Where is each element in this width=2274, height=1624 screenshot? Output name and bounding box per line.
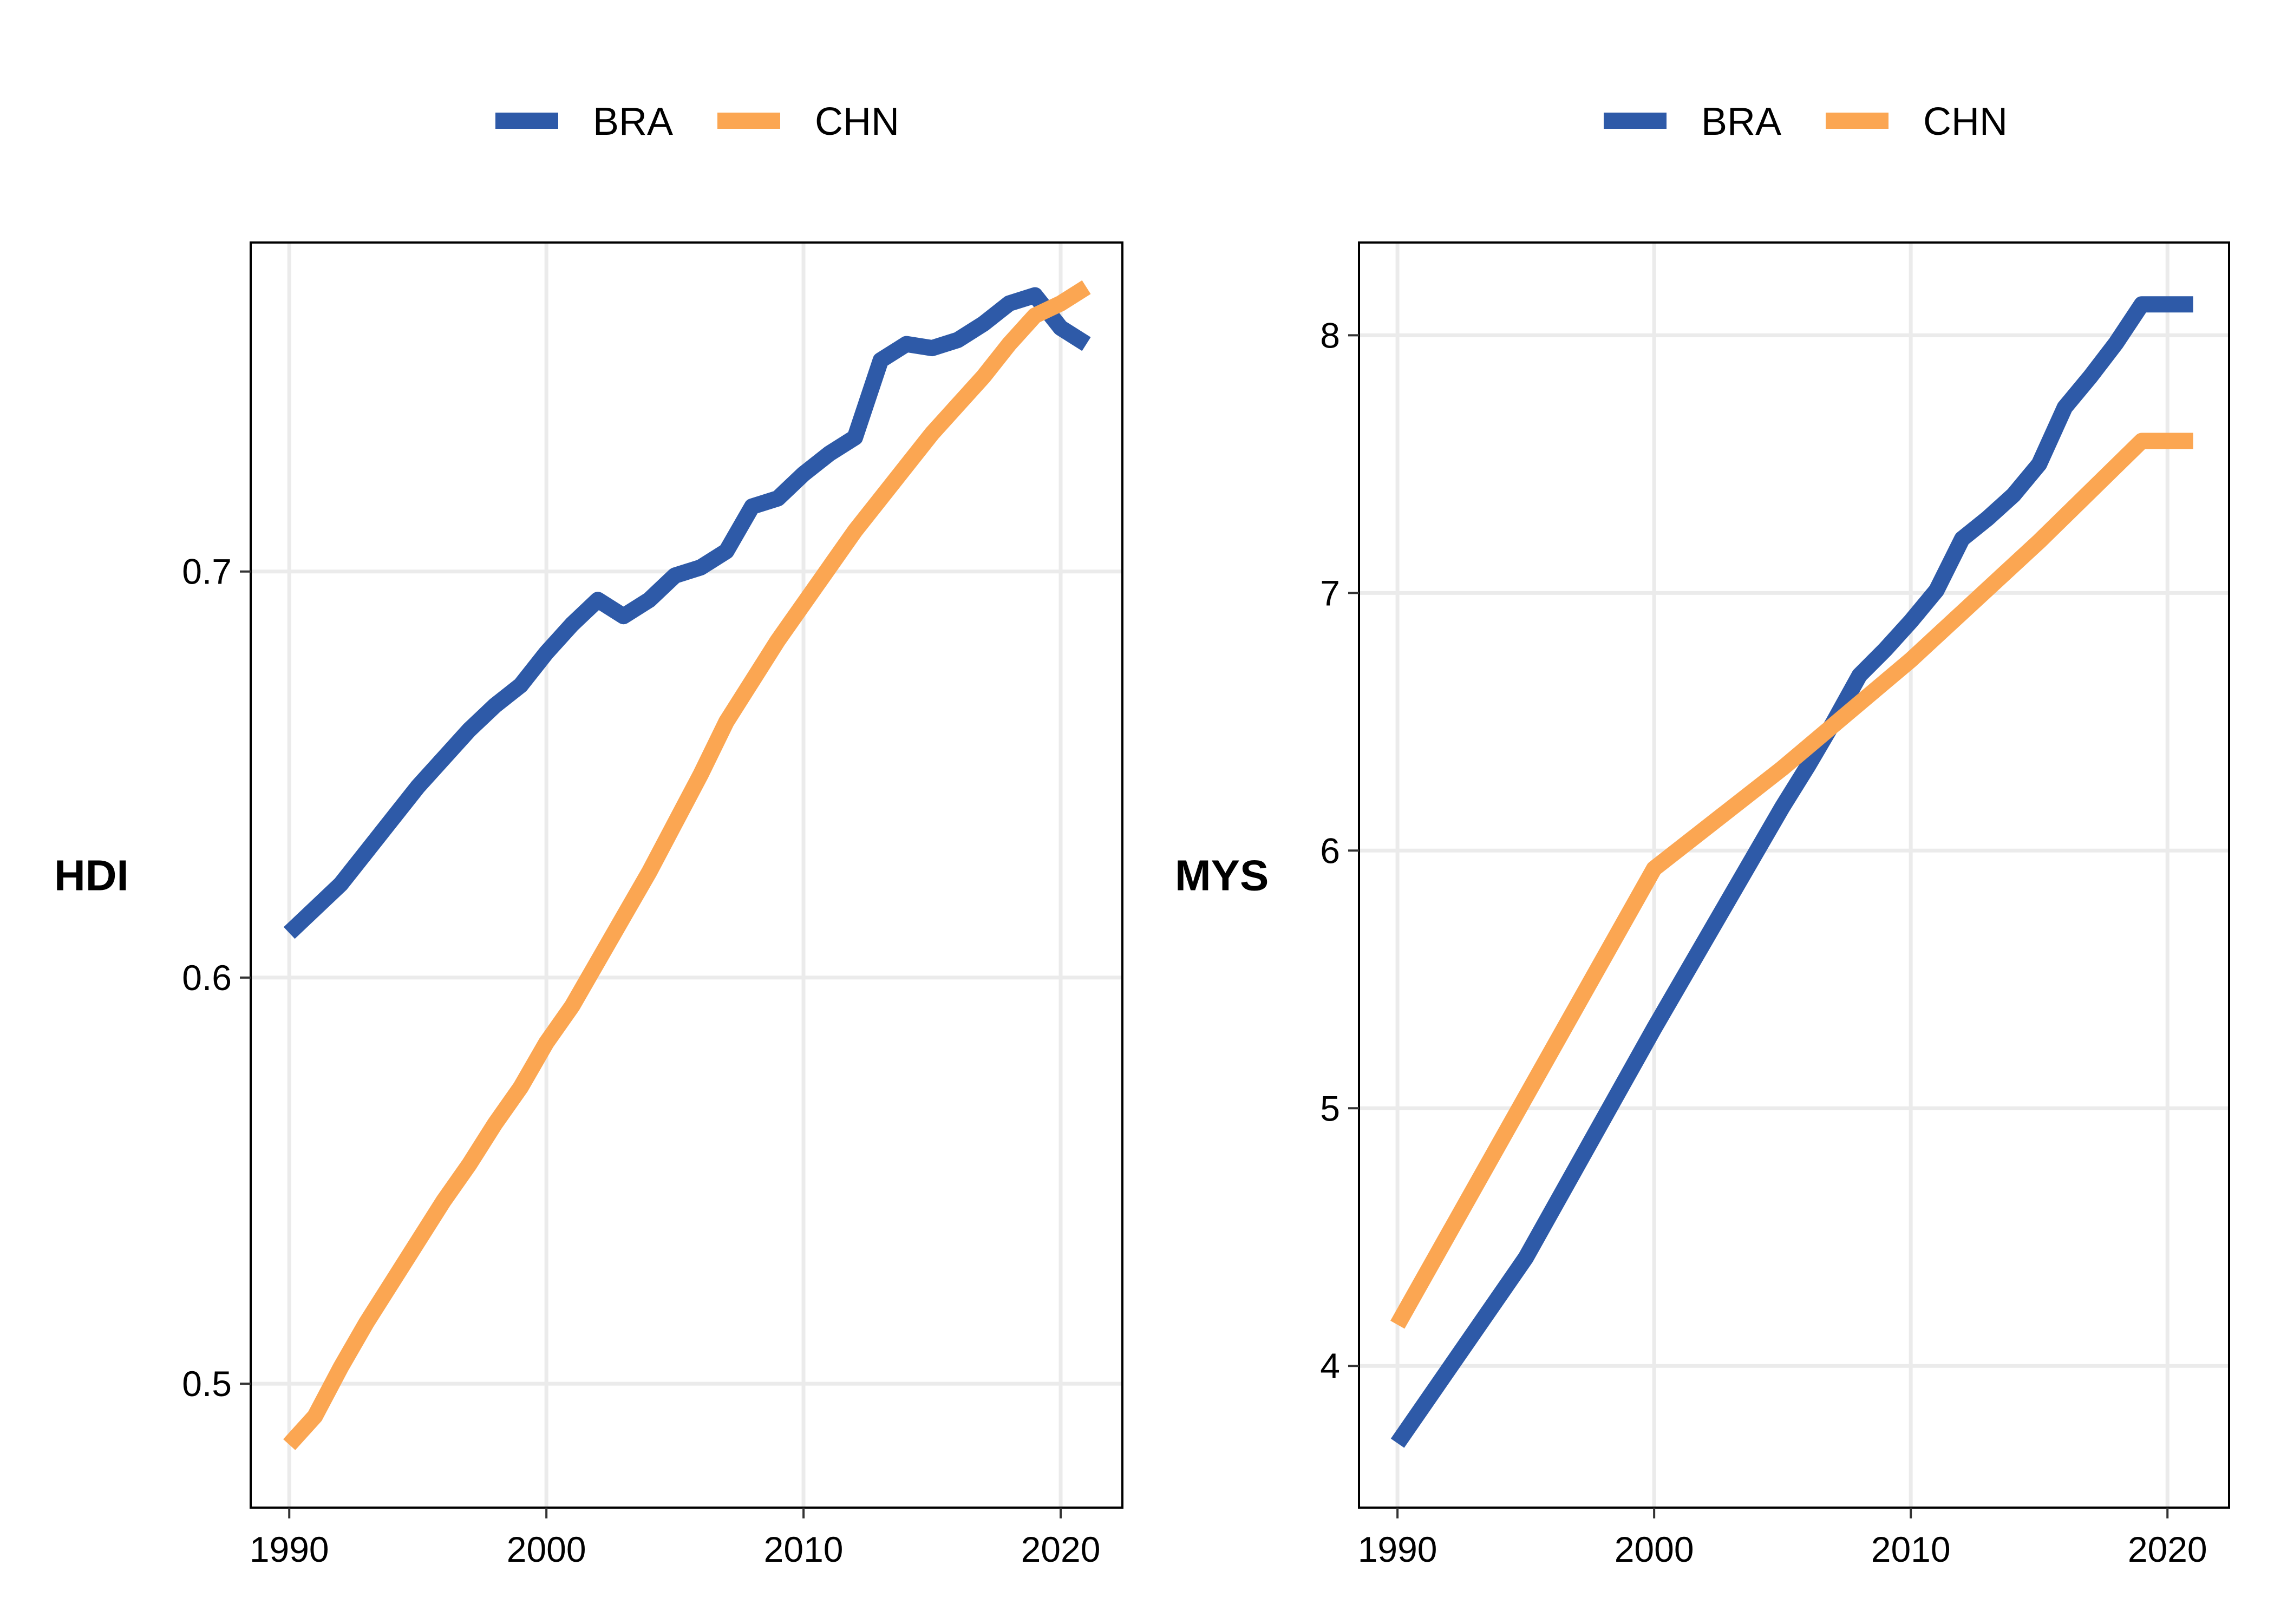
y-tick-label: 0.7 <box>182 552 232 592</box>
y-axis-title: MYS <box>1175 852 1269 900</box>
x-tick-label: 1990 <box>250 1529 329 1569</box>
plot-frame <box>250 241 1123 1509</box>
series-line-bra <box>1390 296 2193 1448</box>
legend-label-bra: BRA <box>593 100 673 143</box>
series-line-chn <box>1390 433 2193 1329</box>
y-tick-label: 0.6 <box>182 958 232 998</box>
x-tick-label: 2010 <box>764 1529 844 1569</box>
series-line-bra <box>283 287 1091 939</box>
x-tick-label: 2000 <box>1615 1529 1694 1569</box>
x-tick-label: 2020 <box>2128 1529 2207 1569</box>
chart-panel-1: 1990 2000 2010 2020 0.5 0.6 0.7 HDI BRA CHN <box>54 100 1123 1569</box>
x-tick-label: 2000 <box>507 1529 586 1569</box>
x-tick-label: 2010 <box>1871 1529 1951 1569</box>
legend: BRA CHN <box>495 100 899 143</box>
y-tick-label: 5 <box>1320 1088 1340 1128</box>
y-tick-label: 4 <box>1320 1346 1340 1386</box>
plot-frame <box>1358 241 2230 1509</box>
legend: BRA CHN <box>1604 100 2008 143</box>
series-line-chn <box>283 280 1091 1450</box>
legend-label-chn: CHN <box>1923 100 2008 143</box>
y-tick-label: 7 <box>1320 573 1340 613</box>
y-tick-label: 8 <box>1320 315 1340 355</box>
x-tick-label: 1990 <box>1358 1529 1437 1569</box>
x-tick-label: 2020 <box>1021 1529 1101 1569</box>
y-tick-label: 0.5 <box>182 1364 232 1404</box>
y-tick-label: 6 <box>1320 830 1340 870</box>
y-axis-title: HDI <box>54 852 129 900</box>
chart-panel-2: 1990 2000 2010 2020 4 5 6 7 8 MYS BRA CHN <box>1175 100 2230 1569</box>
legend-label-chn: CHN <box>815 100 899 143</box>
legend-label-bra: BRA <box>1701 100 1781 143</box>
